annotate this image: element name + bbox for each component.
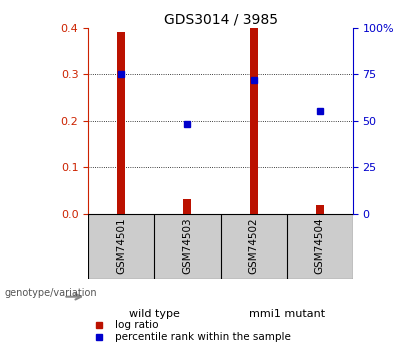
- Text: log ratio: log ratio: [115, 320, 158, 330]
- Text: mmi1 mutant: mmi1 mutant: [249, 309, 325, 319]
- Text: GSM74503: GSM74503: [182, 217, 192, 274]
- Bar: [249, 28, 257, 214]
- Text: wild type: wild type: [129, 309, 180, 319]
- Text: GSM74501: GSM74501: [116, 217, 126, 274]
- Text: GSM74504: GSM74504: [315, 217, 325, 274]
- Bar: [184, 198, 192, 214]
- Bar: [117, 32, 125, 214]
- Text: GSM74502: GSM74502: [249, 217, 259, 274]
- Text: genotype/variation: genotype/variation: [4, 288, 97, 298]
- Text: percentile rank within the sample: percentile rank within the sample: [115, 332, 291, 342]
- Title: GDS3014 / 3985: GDS3014 / 3985: [163, 12, 278, 27]
- Bar: [316, 205, 324, 214]
